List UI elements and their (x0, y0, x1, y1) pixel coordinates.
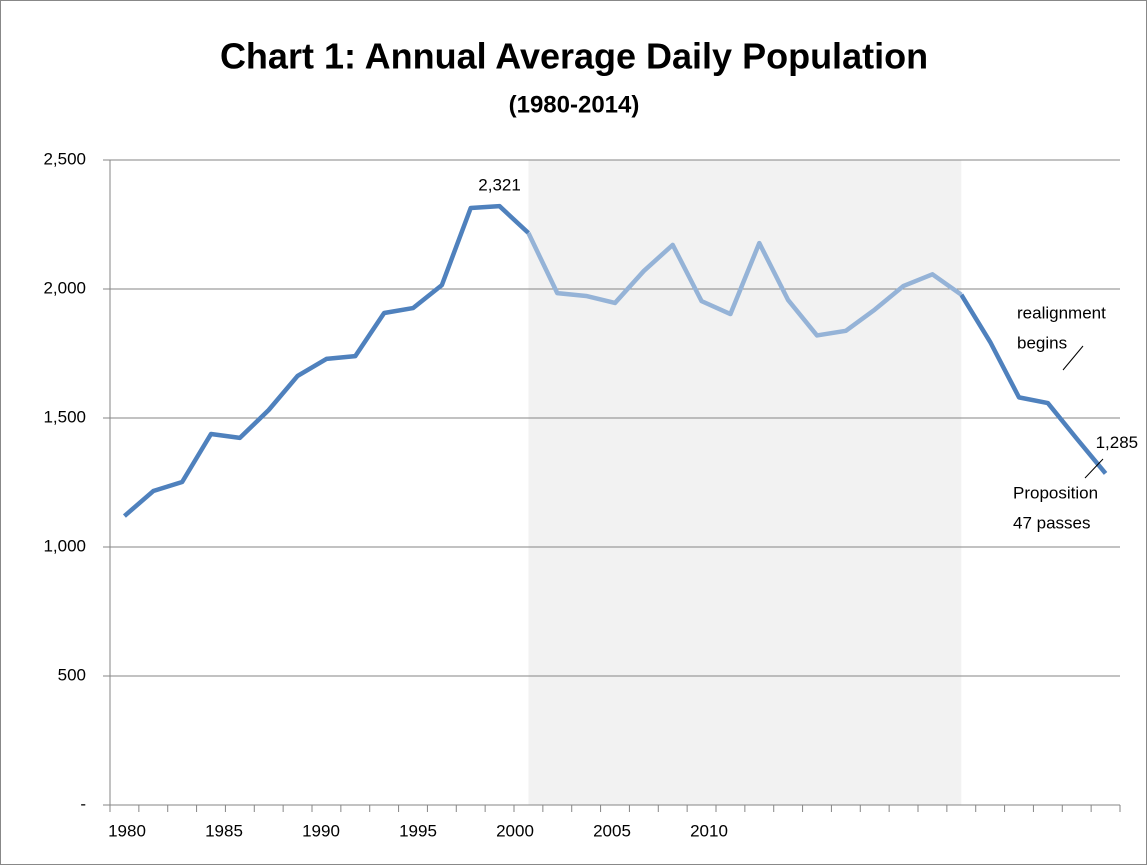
data-label: 2,321 (478, 176, 521, 195)
annotation-text: Proposition (1013, 483, 1098, 502)
x-tick-label: 1985 (205, 821, 243, 840)
series-line (122, 203, 1108, 518)
y-tick-label: 1,500 (43, 407, 86, 426)
x-tick-label: 1995 (399, 821, 437, 840)
chart-subtitle: (1980-2014) (509, 91, 640, 118)
annotation-text: realignment (1017, 303, 1106, 322)
y-tick-label: 1,000 (43, 536, 86, 555)
annotation-text: 47 passes (1013, 513, 1091, 532)
chart-title: Chart 1: Annual Average Daily Population (220, 36, 928, 77)
series-line (526, 232, 963, 338)
shaded-period (528, 160, 962, 805)
annotation-leader (1084, 458, 1104, 479)
x-tick-label: 2010 (690, 821, 728, 840)
x-tick-label: 2005 (593, 821, 631, 840)
annotation-leader (1062, 345, 1084, 371)
y-tick-label: 2,000 (43, 278, 86, 297)
x-tick-label: 1990 (302, 821, 340, 840)
data-label: 1,285 (1096, 433, 1139, 452)
x-tick-label: 2000 (496, 821, 534, 840)
x-tick-label: 1980 (108, 821, 146, 840)
y-tick-label: 500 (58, 665, 86, 684)
y-tick-label: 2,500 (43, 149, 86, 168)
annotation-text: begins (1017, 333, 1067, 352)
y-tick-label: - (80, 794, 86, 813)
